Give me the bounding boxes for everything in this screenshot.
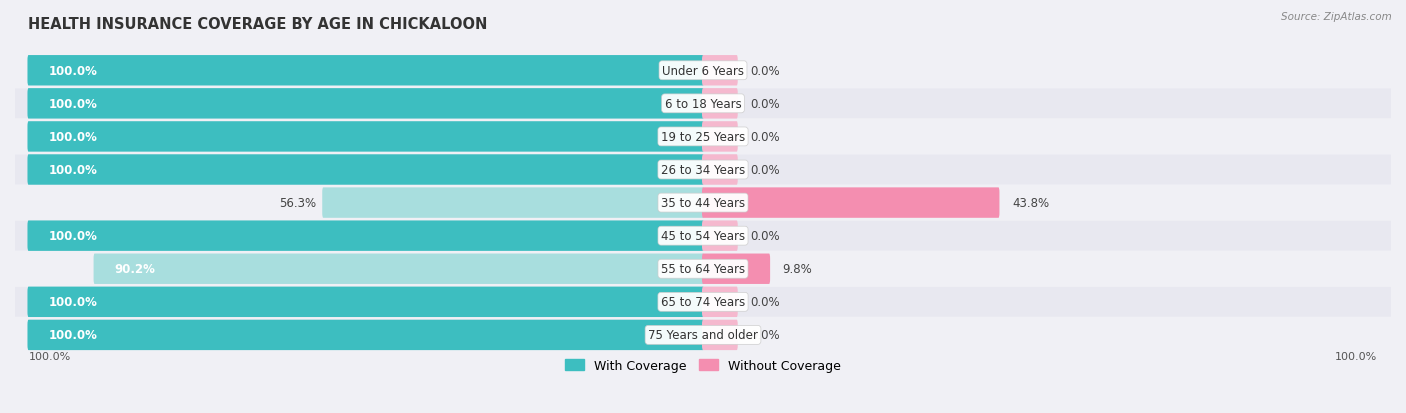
FancyBboxPatch shape [15,188,1391,218]
FancyBboxPatch shape [702,155,738,185]
Text: 100.0%: 100.0% [49,230,97,242]
FancyBboxPatch shape [15,320,1391,350]
Text: 9.8%: 9.8% [783,263,813,275]
FancyBboxPatch shape [28,287,704,317]
FancyBboxPatch shape [15,155,1391,185]
FancyBboxPatch shape [94,254,704,284]
Text: 90.2%: 90.2% [115,263,156,275]
Text: 100.0%: 100.0% [49,97,97,111]
Text: 19 to 25 Years: 19 to 25 Years [661,131,745,144]
Text: 55 to 64 Years: 55 to 64 Years [661,263,745,275]
FancyBboxPatch shape [28,89,704,119]
Text: 0.0%: 0.0% [751,164,780,177]
FancyBboxPatch shape [15,287,1391,317]
Text: Under 6 Years: Under 6 Years [662,64,744,78]
Text: 0.0%: 0.0% [751,97,780,111]
Text: 0.0%: 0.0% [751,131,780,144]
Text: 43.8%: 43.8% [1012,197,1049,209]
Text: 0.0%: 0.0% [751,230,780,242]
Text: 100.0%: 100.0% [49,64,97,78]
FancyBboxPatch shape [28,122,704,152]
Text: 100.0%: 100.0% [1336,351,1378,361]
Text: 75 Years and older: 75 Years and older [648,329,758,342]
FancyBboxPatch shape [702,287,738,317]
FancyBboxPatch shape [702,89,738,119]
Text: 100.0%: 100.0% [49,164,97,177]
Text: Source: ZipAtlas.com: Source: ZipAtlas.com [1281,12,1392,22]
FancyBboxPatch shape [15,56,1391,86]
FancyBboxPatch shape [702,56,738,86]
FancyBboxPatch shape [15,122,1391,152]
Text: 100.0%: 100.0% [28,351,70,361]
FancyBboxPatch shape [702,254,770,284]
FancyBboxPatch shape [702,188,1000,218]
FancyBboxPatch shape [702,221,738,251]
Text: HEALTH INSURANCE COVERAGE BY AGE IN CHICKALOON: HEALTH INSURANCE COVERAGE BY AGE IN CHIC… [28,17,488,31]
FancyBboxPatch shape [322,188,704,218]
Text: 100.0%: 100.0% [49,131,97,144]
Text: 0.0%: 0.0% [751,296,780,309]
Text: 100.0%: 100.0% [49,329,97,342]
FancyBboxPatch shape [702,320,738,350]
Text: 6 to 18 Years: 6 to 18 Years [665,97,741,111]
FancyBboxPatch shape [15,254,1391,284]
Legend: With Coverage, Without Coverage: With Coverage, Without Coverage [561,354,845,377]
FancyBboxPatch shape [15,221,1391,251]
Text: 56.3%: 56.3% [280,197,316,209]
FancyBboxPatch shape [28,56,704,86]
Text: 45 to 54 Years: 45 to 54 Years [661,230,745,242]
FancyBboxPatch shape [15,89,1391,119]
Text: 100.0%: 100.0% [49,296,97,309]
FancyBboxPatch shape [702,122,738,152]
FancyBboxPatch shape [28,221,704,251]
Text: 65 to 74 Years: 65 to 74 Years [661,296,745,309]
Text: 26 to 34 Years: 26 to 34 Years [661,164,745,177]
Text: 0.0%: 0.0% [751,329,780,342]
Text: 0.0%: 0.0% [751,64,780,78]
FancyBboxPatch shape [28,155,704,185]
Text: 35 to 44 Years: 35 to 44 Years [661,197,745,209]
FancyBboxPatch shape [28,320,704,350]
